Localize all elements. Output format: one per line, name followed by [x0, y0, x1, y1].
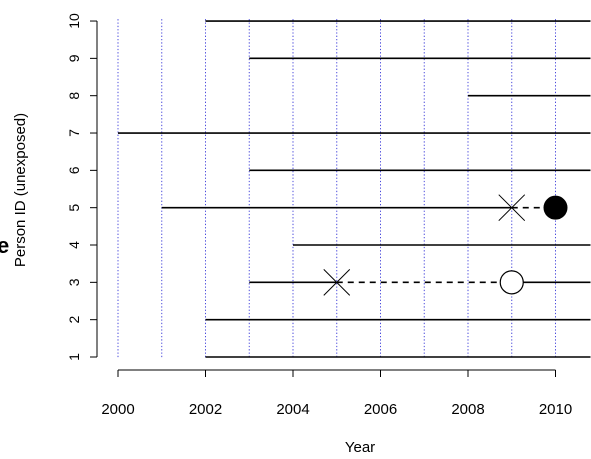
filled-circle-marker-person-5 — [543, 195, 568, 220]
year-gridlines — [117, 19, 556, 359]
y-tick-label-7: 7 — [66, 129, 82, 137]
y-tick-label-8: 8 — [66, 92, 82, 100]
cross-marker-person-3 — [323, 268, 351, 296]
x-tick-label-2002: 2002 — [189, 401, 222, 418]
y-tick-label-6: 6 — [66, 166, 82, 174]
x-axis: 2000 2002 2004 2006 2008 2010 — [101, 369, 572, 418]
y-tick-label-9: 9 — [66, 54, 82, 62]
x-tick-label-2004: 2004 — [276, 401, 309, 418]
y-axis: 1 2 3 4 5 6 7 8 9 10 — [66, 13, 98, 361]
cross-stroke-b — [323, 268, 351, 296]
y-tick-label-10: 10 — [66, 13, 82, 29]
x-tick-label-2000: 2000 — [101, 401, 134, 418]
x-tick-label-2010: 2010 — [539, 401, 572, 418]
y-tick-label-5: 5 — [66, 204, 82, 212]
open-circle-marker-person-3 — [499, 270, 524, 295]
x-tick-label-2006: 2006 — [364, 401, 397, 418]
follow-up-lines — [118, 20, 591, 358]
y-tick-label-4: 4 — [66, 241, 82, 249]
y-tick-label-1: 1 — [66, 353, 82, 361]
y-axis-label: Person ID (unexposed) — [12, 113, 29, 267]
cross-marker-person-5 — [498, 194, 526, 222]
cross-stroke-b — [498, 194, 526, 222]
x-tick-label-2008: 2008 — [451, 401, 484, 418]
y-tick-label-2: 2 — [66, 316, 82, 324]
y-tick-label-3: 3 — [66, 278, 82, 286]
clipped-text-fragment: e — [0, 233, 9, 258]
x-axis-label: Year — [345, 439, 375, 456]
event-markers — [323, 194, 568, 296]
